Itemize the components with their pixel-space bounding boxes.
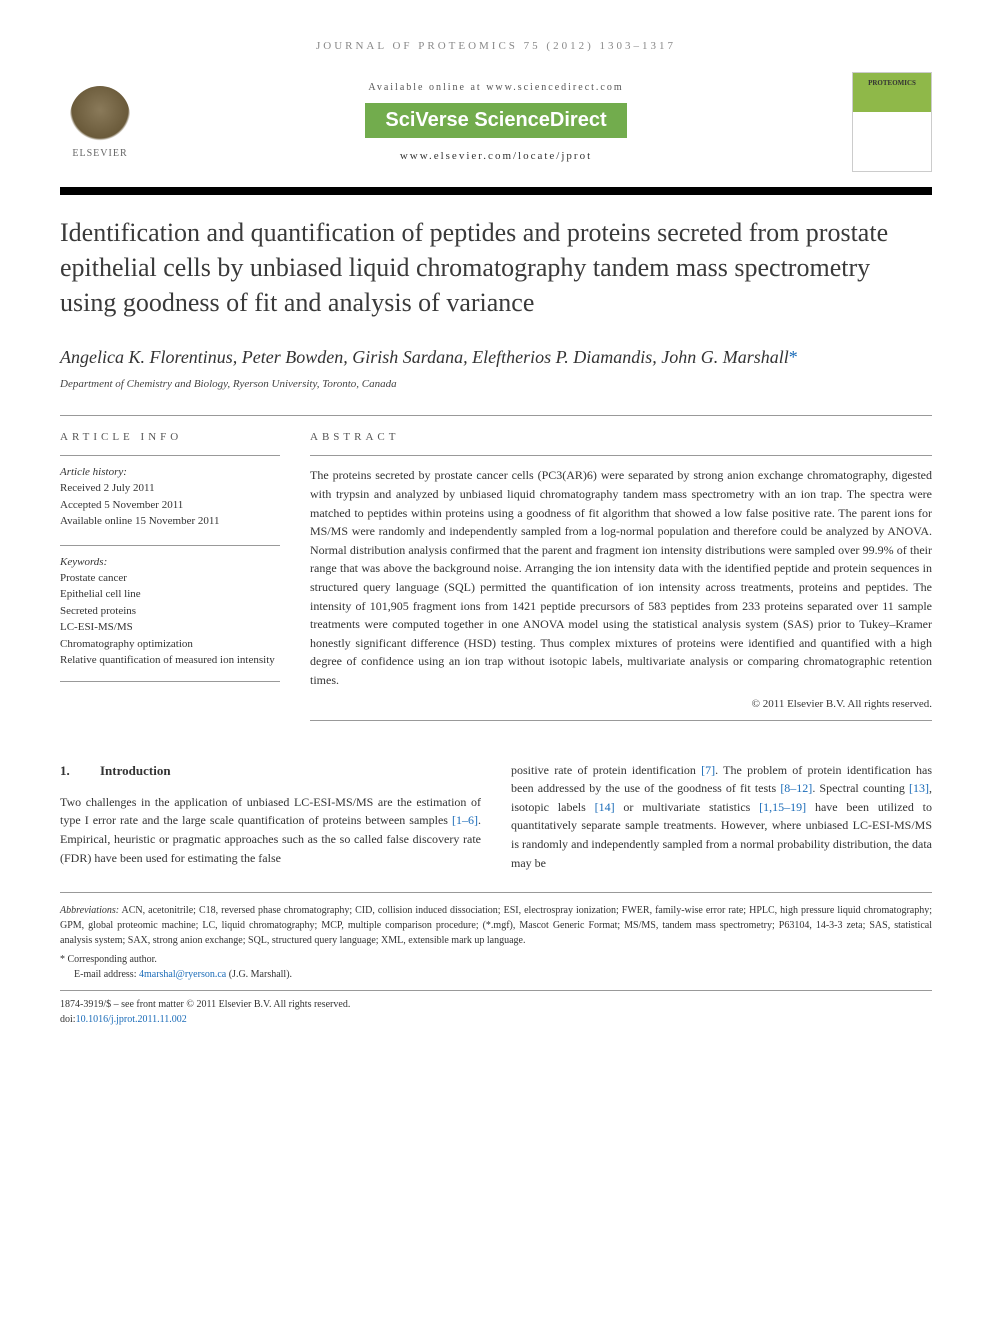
corresponding-author-mark[interactable]: * xyxy=(789,347,798,367)
intro-paragraph: Two challenges in the application of unb… xyxy=(60,793,481,867)
keyword: Epithelial cell line xyxy=(60,586,280,603)
abstract-heading: ABSTRACT xyxy=(310,431,932,443)
history-accepted: Accepted 5 November 2011 xyxy=(60,497,280,514)
article-info-column: ARTICLE INFO Article history: Received 2… xyxy=(60,431,280,730)
citation-link[interactable]: [7] xyxy=(701,763,715,777)
elsevier-tree-icon xyxy=(70,86,130,146)
keyword: Prostate cancer xyxy=(60,570,280,587)
authors-names: Angelica K. Florentinus, Peter Bowden, G… xyxy=(60,347,789,367)
title-divider-bar xyxy=(60,187,932,195)
citation-link[interactable]: [1,15–19] xyxy=(759,800,806,814)
doi-line: doi:10.1016/j.jprot.2011.11.002 xyxy=(60,1012,932,1027)
abstract-divider xyxy=(310,720,932,721)
section-divider xyxy=(60,415,932,416)
email-label: E-mail address: xyxy=(74,969,139,980)
keyword: LC-ESI-MS/MS xyxy=(60,619,280,636)
abbreviations-text: ACN, acetonitrile; C18, reversed phase c… xyxy=(60,905,932,946)
keyword: Chromatography optimization xyxy=(60,636,280,653)
article-info-heading: ARTICLE INFO xyxy=(60,431,280,443)
info-divider xyxy=(60,455,280,456)
doi-label: doi: xyxy=(60,1014,76,1025)
history-online: Available online 15 November 2011 xyxy=(60,513,280,530)
copyright-line: © 2011 Elsevier B.V. All rights reserved… xyxy=(310,698,932,710)
intro-paragraph: positive rate of protein identification … xyxy=(511,761,932,873)
intro-text: or multivariate statistics xyxy=(615,800,760,814)
email-line: E-mail address: 4marshal@ryerson.ca (J.G… xyxy=(60,967,932,982)
abstract-divider xyxy=(310,455,932,456)
journal-header: JOURNAL OF PROTEOMICS 75 (2012) 1303–131… xyxy=(60,40,932,52)
keyword: Relative quantification of measured ion … xyxy=(60,652,280,669)
email-link[interactable]: 4marshal@ryerson.ca xyxy=(139,969,226,980)
issn-line: 1874-3919/$ – see front matter © 2011 El… xyxy=(60,997,932,1012)
elsevier-text: ELSEVIER xyxy=(72,148,127,159)
info-abstract-row: ARTICLE INFO Article history: Received 2… xyxy=(60,431,932,730)
section-title: Introduction xyxy=(100,763,171,778)
section-heading: 1.Introduction xyxy=(60,761,481,781)
citation-link[interactable]: [8–12] xyxy=(780,781,812,795)
footer-divider xyxy=(60,892,932,893)
intro-text: positive rate of protein identification xyxy=(511,763,701,777)
citation-link[interactable]: [14] xyxy=(595,800,615,814)
cover-title: PROTEOMICS xyxy=(853,73,931,87)
section-number: 1. xyxy=(60,761,100,781)
info-divider xyxy=(60,681,280,682)
citation-link[interactable]: [13] xyxy=(909,781,929,795)
abbreviations-label: Abbreviations: xyxy=(60,905,119,916)
body-columns: 1.Introduction Two challenges in the app… xyxy=(60,761,932,873)
article-title: Identification and quantification of pep… xyxy=(60,215,932,320)
affiliation: Department of Chemistry and Biology, Rye… xyxy=(60,378,932,390)
locate-link[interactable]: www.elsevier.com/locate/jprot xyxy=(140,150,852,162)
email-suffix: (J.G. Marshall). xyxy=(226,969,292,980)
info-divider xyxy=(60,545,280,546)
body-column-left: 1.Introduction Two challenges in the app… xyxy=(60,761,481,873)
citation-link[interactable]: [1–6] xyxy=(452,813,478,827)
center-banner: Available online at www.sciencedirect.co… xyxy=(140,82,852,162)
journal-cover-thumbnail[interactable]: PROTEOMICS xyxy=(852,72,932,172)
abbreviations-block: Abbreviations: ACN, acetonitrile; C18, r… xyxy=(60,903,932,948)
history-label: Article history: xyxy=(60,466,280,478)
top-banner: ELSEVIER Available online at www.science… xyxy=(60,72,932,172)
keywords-label: Keywords: xyxy=(60,556,280,568)
abstract-text: The proteins secreted by prostate cancer… xyxy=(310,466,932,689)
abstract-column: ABSTRACT The proteins secreted by prosta… xyxy=(310,431,932,730)
elsevier-logo[interactable]: ELSEVIER xyxy=(60,77,140,167)
intro-text: . Spectral counting xyxy=(812,781,909,795)
authors-list: Angelica K. Florentinus, Peter Bowden, G… xyxy=(60,345,932,370)
doi-link[interactable]: 10.1016/j.jprot.2011.11.002 xyxy=(76,1014,187,1025)
body-column-right: positive rate of protein identification … xyxy=(511,761,932,873)
intro-text: Two challenges in the application of unb… xyxy=(60,795,481,828)
keyword: Secreted proteins xyxy=(60,603,280,620)
history-received: Received 2 July 2011 xyxy=(60,480,280,497)
footer-divider xyxy=(60,990,932,991)
available-online-text: Available online at www.sciencedirect.co… xyxy=(140,82,852,93)
corresponding-author-note: * Corresponding author. xyxy=(60,952,932,967)
sciverse-banner[interactable]: SciVerse ScienceDirect xyxy=(365,103,626,138)
